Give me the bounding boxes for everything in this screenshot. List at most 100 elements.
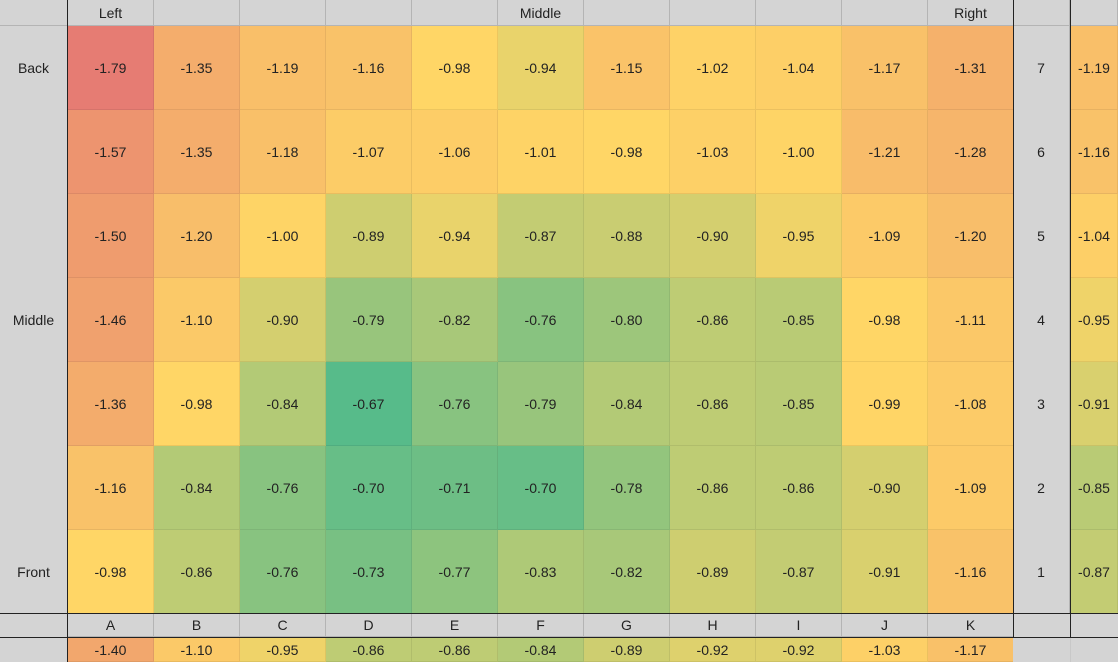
heatmap-cell[interactable]: -1.79 <box>68 26 154 110</box>
row-number[interactable]: 1 <box>1013 530 1070 614</box>
heatmap-cell[interactable]: -0.78 <box>584 446 670 530</box>
heatmap-cell[interactable]: -1.00 <box>240 194 326 278</box>
column-average-cell[interactable]: -0.86 <box>326 638 412 662</box>
heatmap-cell[interactable]: -1.02 <box>670 26 756 110</box>
blank-cell[interactable] <box>1013 614 1070 637</box>
heatmap-cell[interactable]: -0.89 <box>326 194 412 278</box>
top-label-cell[interactable] <box>326 0 412 26</box>
column-letter[interactable]: K <box>928 614 1014 637</box>
column-letter[interactable]: J <box>842 614 928 637</box>
heatmap-cell[interactable]: -0.99 <box>842 362 928 446</box>
top-label-cell[interactable] <box>240 0 326 26</box>
heatmap-cell[interactable]: -1.09 <box>928 446 1014 530</box>
heatmap-cell[interactable]: -0.82 <box>412 278 498 362</box>
heatmap-cell[interactable]: -0.70 <box>498 446 584 530</box>
column-average-cell[interactable]: -0.89 <box>584 638 670 662</box>
heatmap-cell[interactable]: -0.76 <box>240 530 326 614</box>
heatmap-cell[interactable]: -0.98 <box>842 278 928 362</box>
heatmap-cell[interactable]: -0.76 <box>240 446 326 530</box>
column-letter[interactable]: F <box>498 614 584 637</box>
column-average-cell[interactable]: -1.40 <box>68 638 154 662</box>
row-label[interactable] <box>0 446 68 530</box>
top-label-cell[interactable] <box>842 0 928 26</box>
column-average-cell[interactable]: -0.84 <box>498 638 584 662</box>
heatmap-cell[interactable]: -0.67 <box>326 362 412 446</box>
column-letter[interactable]: G <box>584 614 670 637</box>
heatmap-cell[interactable]: -0.86 <box>670 362 756 446</box>
column-average-cell[interactable]: -1.03 <box>842 638 928 662</box>
row-label[interactable]: Back <box>0 26 68 110</box>
column-average-cell[interactable]: -0.92 <box>670 638 756 662</box>
heatmap-cell[interactable]: -1.10 <box>154 278 240 362</box>
heatmap-cell[interactable]: -0.86 <box>756 446 842 530</box>
heatmap-cell[interactable]: -1.50 <box>68 194 154 278</box>
heatmap-cell[interactable]: -1.16 <box>68 446 154 530</box>
heatmap-cell[interactable]: -0.79 <box>498 362 584 446</box>
heatmap-cell[interactable]: -0.86 <box>670 446 756 530</box>
blank-cell[interactable] <box>1071 614 1118 637</box>
column-average-cell[interactable]: -0.92 <box>756 638 842 662</box>
column-average-cell[interactable]: -1.17 <box>928 638 1014 662</box>
heatmap-cell[interactable]: -0.83 <box>498 530 584 614</box>
heatmap-cell[interactable]: -0.98 <box>154 362 240 446</box>
top-label-cell[interactable] <box>584 0 670 26</box>
row-average-cell[interactable]: -0.95 <box>1071 278 1118 362</box>
heatmap-cell[interactable]: -1.46 <box>68 278 154 362</box>
column-letter[interactable]: A <box>68 614 154 637</box>
blank-cell[interactable] <box>0 614 68 637</box>
heatmap-cell[interactable]: -0.77 <box>412 530 498 614</box>
column-letter[interactable]: H <box>670 614 756 637</box>
heatmap-cell[interactable]: -0.85 <box>756 278 842 362</box>
heatmap-cell[interactable]: -1.03 <box>670 110 756 194</box>
row-average-cell[interactable]: -1.19 <box>1071 26 1118 110</box>
row-number[interactable]: 3 <box>1013 362 1070 446</box>
heatmap-cell[interactable]: -1.36 <box>68 362 154 446</box>
top-label-cell[interactable] <box>1013 0 1070 26</box>
heatmap-cell[interactable]: -0.90 <box>842 446 928 530</box>
column-letter[interactable]: B <box>154 614 240 637</box>
heatmap-cell[interactable]: -0.71 <box>412 446 498 530</box>
row-number[interactable]: 4 <box>1013 278 1070 362</box>
top-label-middle[interactable]: Middle <box>498 0 584 26</box>
column-average-cell[interactable]: -0.95 <box>240 638 326 662</box>
heatmap-cell[interactable]: -0.98 <box>412 26 498 110</box>
heatmap-cell[interactable]: -0.84 <box>154 446 240 530</box>
row-number[interactable]: 6 <box>1013 110 1070 194</box>
row-average-cell[interactable]: -1.16 <box>1071 110 1118 194</box>
heatmap-cell[interactable]: -0.90 <box>670 194 756 278</box>
heatmap-cell[interactable]: -1.35 <box>154 26 240 110</box>
heatmap-cell[interactable]: -0.84 <box>240 362 326 446</box>
heatmap-cell[interactable]: -1.09 <box>842 194 928 278</box>
heatmap-cell[interactable]: -0.98 <box>584 110 670 194</box>
heatmap-cell[interactable]: -0.90 <box>240 278 326 362</box>
heatmap-cell[interactable]: -1.11 <box>928 278 1014 362</box>
heatmap-cell[interactable]: -0.94 <box>498 26 584 110</box>
heatmap-cell[interactable]: -1.20 <box>154 194 240 278</box>
row-label[interactable]: Middle <box>0 278 68 362</box>
heatmap-cell[interactable]: -0.85 <box>756 362 842 446</box>
blank-cell[interactable] <box>1071 638 1118 662</box>
heatmap-cell[interactable]: -0.87 <box>756 530 842 614</box>
heatmap-cell[interactable]: -0.95 <box>756 194 842 278</box>
column-letter[interactable]: E <box>412 614 498 637</box>
heatmap-cell[interactable]: -1.35 <box>154 110 240 194</box>
heatmap-cell[interactable]: -1.15 <box>584 26 670 110</box>
heatmap-cell[interactable]: -0.82 <box>584 530 670 614</box>
top-label-cell[interactable] <box>412 0 498 26</box>
top-label-cell[interactable] <box>670 0 756 26</box>
top-label-cell[interactable] <box>756 0 842 26</box>
heatmap-cell[interactable]: -1.18 <box>240 110 326 194</box>
heatmap-cell[interactable]: -0.84 <box>584 362 670 446</box>
heatmap-cell[interactable]: -0.91 <box>842 530 928 614</box>
heatmap-cell[interactable]: -1.06 <box>412 110 498 194</box>
row-average-cell[interactable]: -1.04 <box>1071 194 1118 278</box>
top-label-cell[interactable] <box>1071 0 1118 26</box>
corner-cell[interactable] <box>0 0 68 26</box>
column-letter[interactable]: C <box>240 614 326 637</box>
heatmap-cell[interactable]: -1.00 <box>756 110 842 194</box>
heatmap-cell[interactable]: -1.28 <box>928 110 1014 194</box>
top-label-right[interactable]: Right <box>928 0 1014 26</box>
heatmap-cell[interactable]: -0.86 <box>670 278 756 362</box>
blank-cell[interactable] <box>1013 638 1070 662</box>
row-label[interactable] <box>0 194 68 278</box>
